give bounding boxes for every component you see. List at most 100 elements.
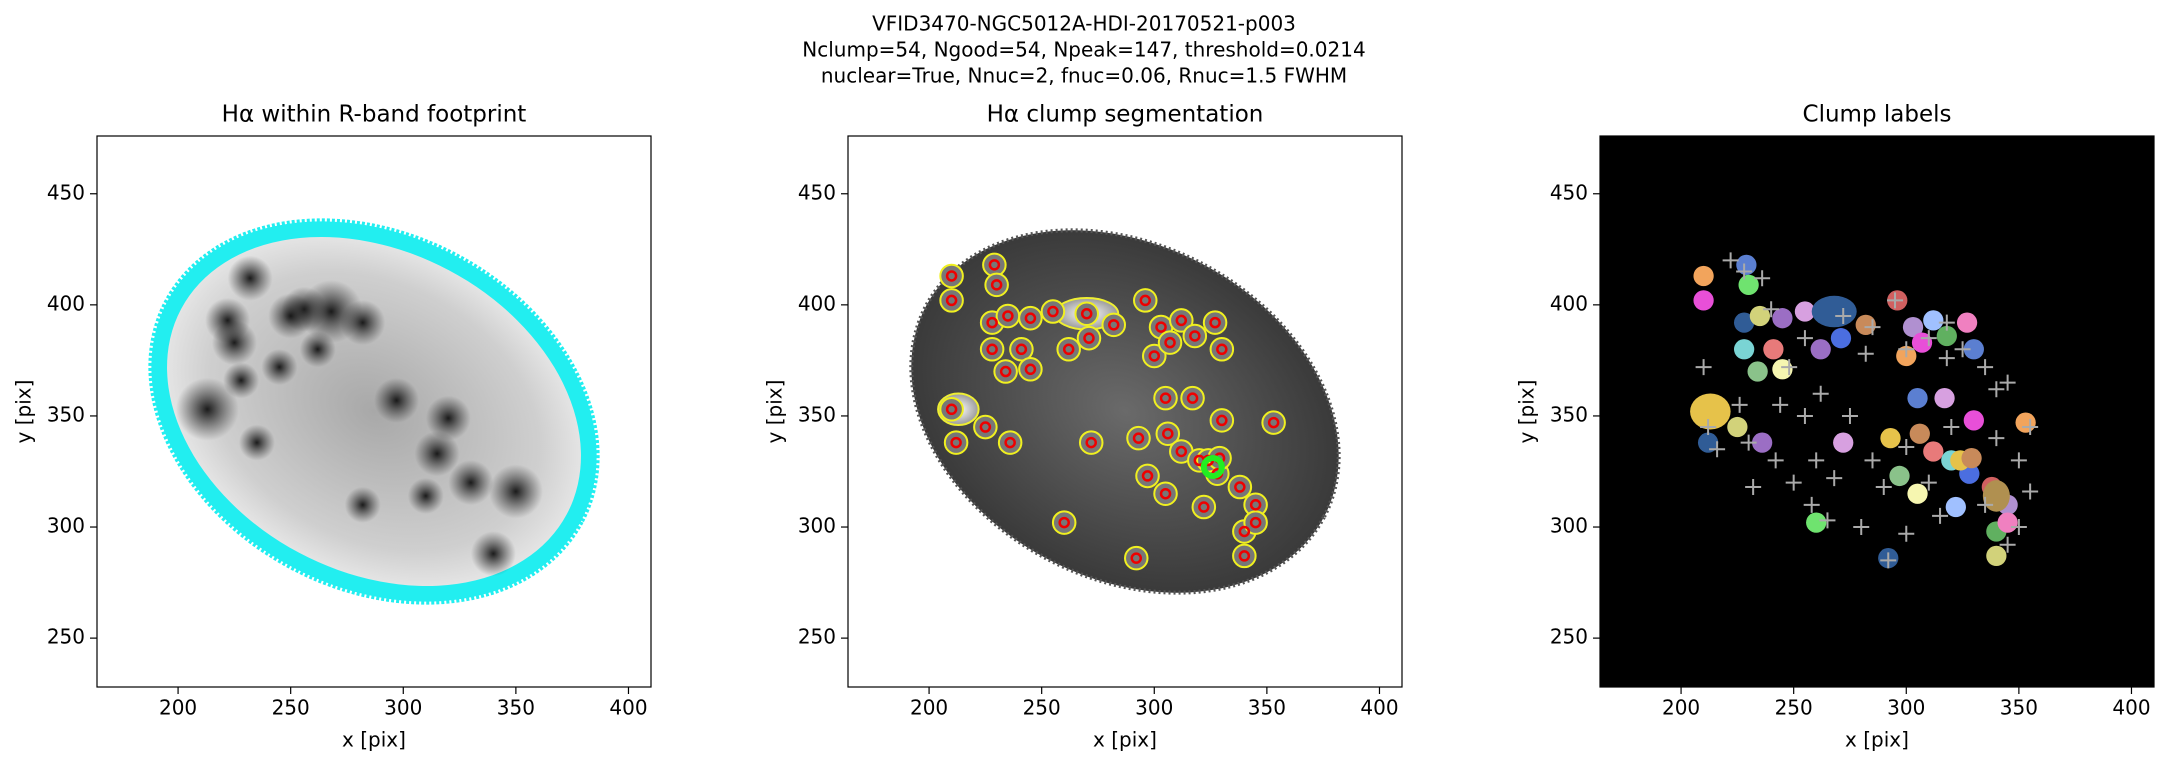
dark-spot bbox=[205, 297, 251, 343]
clump-peak bbox=[1024, 363, 1037, 376]
clump-peak bbox=[1132, 432, 1145, 444]
clump-label bbox=[1810, 339, 1831, 360]
clump-peak bbox=[1186, 392, 1199, 404]
clump-contour bbox=[1153, 481, 1178, 506]
y-tick-label: 400 bbox=[798, 291, 836, 315]
clump-peak bbox=[1148, 350, 1161, 362]
clump-peak bbox=[950, 436, 962, 449]
clump-label bbox=[1907, 388, 1928, 409]
clump-peak bbox=[999, 365, 1012, 378]
clump-label bbox=[1693, 290, 1714, 311]
clump-label bbox=[1697, 432, 1719, 453]
peak-marker bbox=[1898, 439, 1915, 456]
clump-label bbox=[1889, 465, 1910, 487]
clump-contour bbox=[1126, 425, 1151, 451]
clump-contour bbox=[1135, 463, 1160, 489]
x-tick-label: 350 bbox=[497, 696, 535, 720]
clump-peak bbox=[986, 343, 998, 356]
suptitle: Nclump=54, Ngood=54, Npeak=147, threshol… bbox=[802, 38, 1365, 62]
clump-peak bbox=[1080, 307, 1093, 320]
clump-peak bbox=[1058, 516, 1070, 529]
axes-frame bbox=[96, 135, 652, 688]
clump-label bbox=[1909, 423, 1930, 444]
dark-spot bbox=[261, 349, 298, 386]
peak-marker bbox=[1853, 519, 1870, 536]
axes-title: Hα clump segmentation bbox=[987, 102, 1264, 128]
clump-contour bbox=[1124, 545, 1149, 571]
peak-marker bbox=[1772, 396, 1789, 413]
peak-marker bbox=[2010, 452, 2027, 469]
clump-peak bbox=[1002, 310, 1014, 322]
clump-label bbox=[2015, 412, 2036, 433]
peak-marker bbox=[1887, 292, 1904, 309]
clump-label bbox=[1855, 314, 1876, 335]
peak-marker bbox=[1841, 407, 1858, 424]
peak-marker bbox=[1722, 252, 1739, 269]
peak-marker bbox=[1835, 307, 1852, 324]
dark-spot bbox=[268, 293, 314, 339]
peak-marker bbox=[1938, 314, 1955, 331]
clump-contour bbox=[1056, 337, 1081, 362]
clump-label bbox=[1830, 328, 1852, 349]
peak-marker bbox=[1999, 536, 2016, 553]
clump-contour bbox=[993, 359, 1018, 384]
clump-peak bbox=[1238, 525, 1251, 538]
clump-label bbox=[1736, 254, 1757, 275]
peak-marker bbox=[1988, 430, 2005, 447]
clump-contour bbox=[995, 303, 1021, 329]
clump-peak bbox=[1175, 314, 1188, 327]
peak-marker bbox=[1803, 496, 1820, 513]
clump-peak bbox=[1175, 445, 1188, 458]
clump-label bbox=[1752, 432, 1773, 453]
peak-marker bbox=[1920, 330, 1937, 347]
clump-label bbox=[1934, 388, 1955, 409]
peak-marker bbox=[1812, 385, 1829, 402]
x-axis-label: x [pix] bbox=[1845, 728, 1909, 752]
peak-marker bbox=[1763, 301, 1780, 318]
clump-contour bbox=[982, 252, 1007, 278]
x-tick-label: 300 bbox=[384, 696, 422, 720]
y-tick-label: 450 bbox=[1550, 180, 1588, 204]
clump-peak bbox=[1159, 487, 1172, 500]
peak-marker bbox=[1767, 452, 1784, 469]
axes-frame bbox=[847, 135, 1403, 688]
clump-label bbox=[1963, 339, 1984, 360]
clump-contour bbox=[1051, 510, 1077, 535]
clump-peak bbox=[1024, 312, 1037, 324]
clump-peak bbox=[1198, 501, 1210, 513]
image-panel bbox=[1600, 136, 2154, 687]
peak-marker bbox=[1857, 345, 1874, 362]
peak-marker bbox=[1938, 350, 1955, 367]
peak-marker bbox=[1826, 470, 1843, 487]
suptitle: VFID3470-NGC5012A-HDI-20170521-p003 bbox=[872, 12, 1296, 36]
peak-marker bbox=[2010, 519, 2027, 536]
image-panel bbox=[848, 136, 1402, 687]
clump-peak bbox=[1139, 294, 1152, 307]
clump-peak bbox=[1015, 343, 1028, 356]
peak-marker bbox=[1864, 319, 1881, 336]
x-tick-label: 400 bbox=[609, 696, 647, 720]
clump-label bbox=[1907, 483, 1928, 504]
clump-contour bbox=[1209, 337, 1235, 362]
y-tick-label: 300 bbox=[1550, 514, 1588, 538]
x-tick-label: 250 bbox=[1775, 696, 1813, 720]
clump-label bbox=[1749, 305, 1771, 327]
x-tick-label: 250 bbox=[272, 696, 310, 720]
clump-peak bbox=[1267, 416, 1280, 429]
peak-marker bbox=[1898, 525, 1915, 542]
y-tick-label: 450 bbox=[798, 180, 836, 204]
clump-contour bbox=[1133, 288, 1158, 313]
clump-peak bbox=[1249, 499, 1262, 511]
clump-contour bbox=[1078, 430, 1104, 455]
peak-marker bbox=[1796, 407, 1813, 424]
clump-contour bbox=[1076, 325, 1102, 351]
x-tick-label: 350 bbox=[2000, 696, 2038, 720]
clump-peak bbox=[988, 259, 1001, 271]
clump-peak bbox=[1189, 330, 1201, 342]
clump-label bbox=[1997, 512, 2018, 533]
peak-marker bbox=[1977, 496, 1994, 513]
peak-marker bbox=[1999, 374, 2016, 391]
clump-label bbox=[1811, 295, 1857, 328]
nucleus bbox=[1200, 455, 1225, 480]
